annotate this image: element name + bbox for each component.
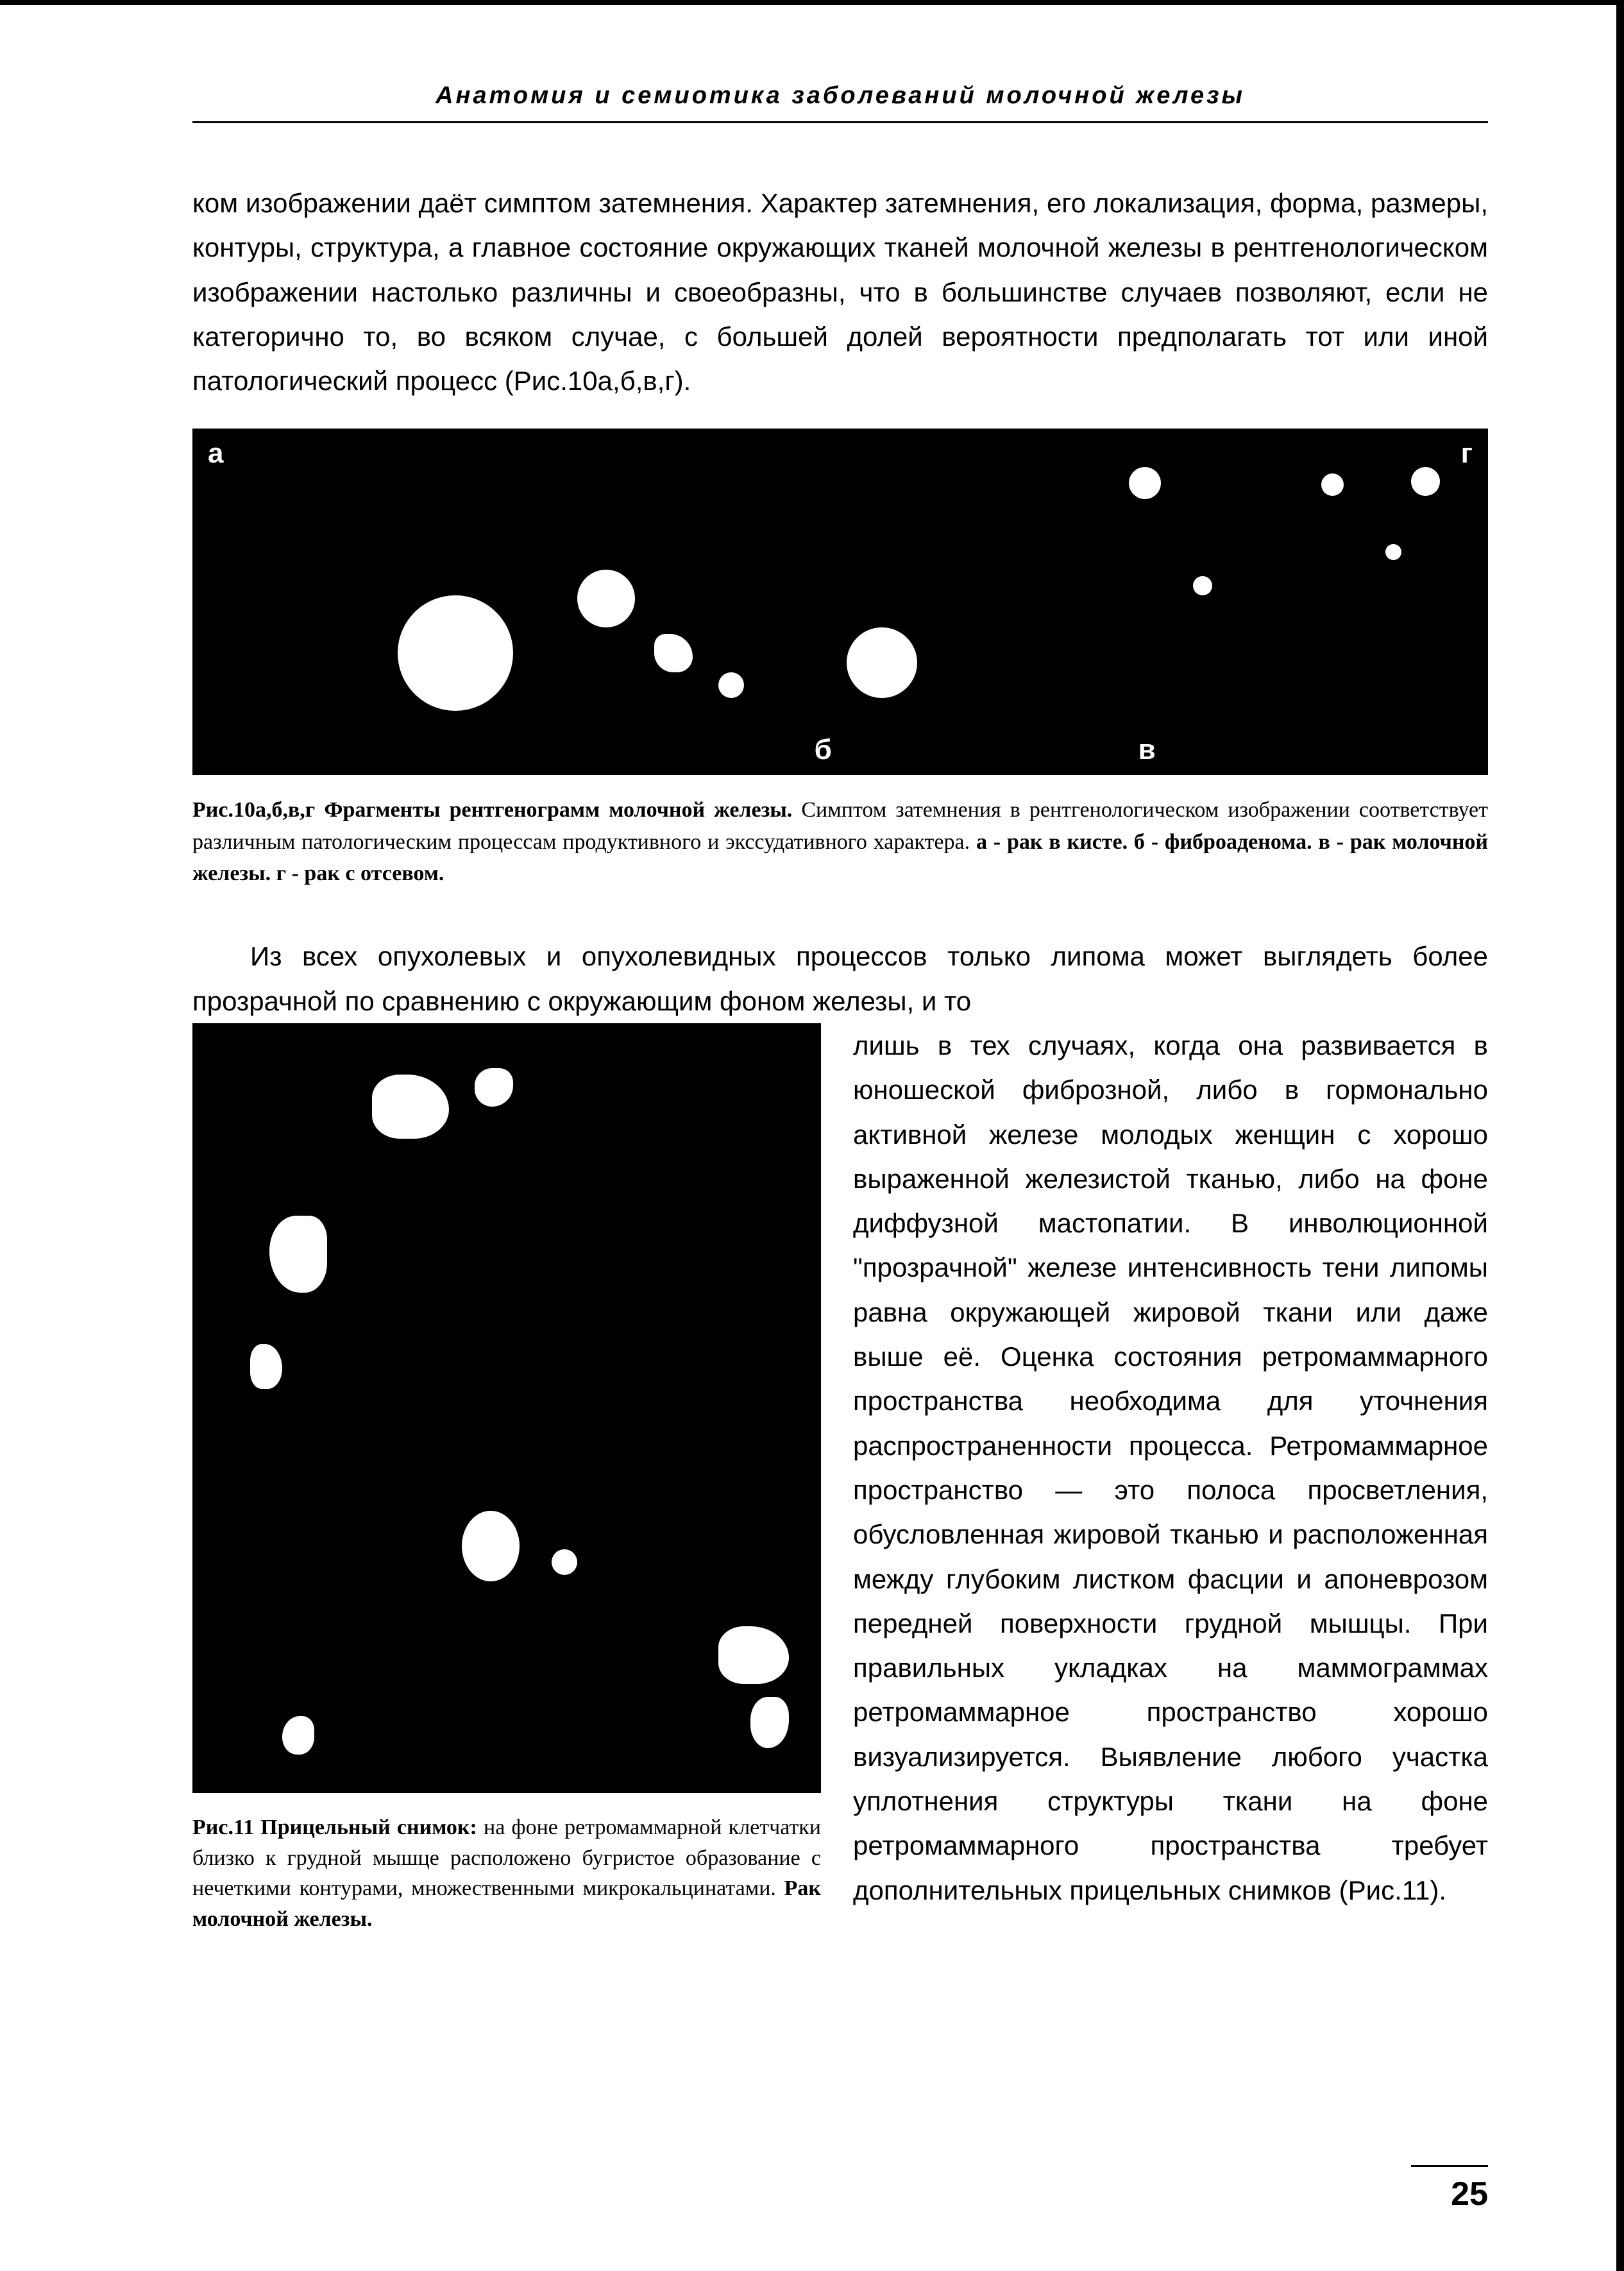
figure-label-v: в (1138, 734, 1156, 766)
page-number: 25 (1411, 2165, 1488, 2213)
figure-label-b: б (815, 734, 832, 766)
figure-11-column: Рис.11 Прицельный снимок: на фоне ретром… (192, 1023, 821, 1934)
figure-10-caption: Рис.10а,б,в,г Фрагменты рентгенограмм мо… (192, 794, 1488, 889)
figure-label-g: г (1461, 438, 1473, 470)
document-page: Анатомия и семиотика заболеваний молочно… (0, 0, 1624, 2271)
paragraph-2-start: Из всех опухолевых и опухолевидных проце… (192, 934, 1488, 1023)
figure-label-a: а (208, 438, 223, 470)
figure-10-image: а б в г (192, 429, 1488, 775)
page-header-title: Анатомия и семиотика заболеваний молочно… (192, 82, 1488, 123)
figure-10-caption-title: Рис.10а,б,в,г Фрагменты рентгенограмм мо… (192, 798, 792, 822)
figure-11-caption-title: Рис.11 Прицельный снимок: (192, 1816, 477, 1839)
figure-11-caption: Рис.11 Прицельный снимок: на фоне ретром… (192, 1812, 821, 1934)
figure-11-image (192, 1023, 821, 1793)
wrap-section: Рис.11 Прицельный снимок: на фоне ретром… (192, 1023, 1488, 1938)
paragraph-1: ком изображении даёт симптом затемнения.… (192, 181, 1488, 403)
